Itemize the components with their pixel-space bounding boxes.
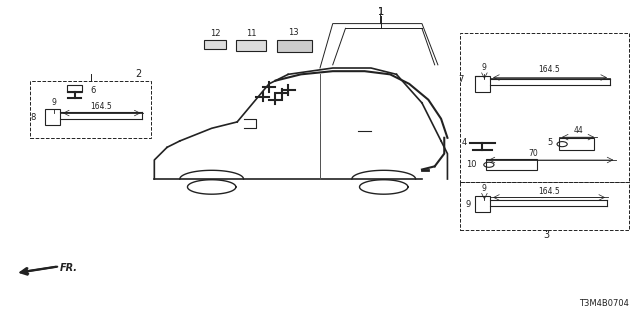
Text: 1: 1 <box>378 6 383 17</box>
Text: 13: 13 <box>289 28 299 37</box>
Text: 164.5: 164.5 <box>538 187 560 196</box>
Text: 44: 44 <box>573 126 583 135</box>
Text: 4: 4 <box>461 138 467 147</box>
Bar <box>30 81 151 138</box>
Text: 5: 5 <box>547 138 552 147</box>
Text: 9: 9 <box>482 63 487 72</box>
Text: 1: 1 <box>378 7 383 18</box>
Text: 9: 9 <box>482 184 487 193</box>
Text: 9: 9 <box>465 200 470 209</box>
Text: 2: 2 <box>135 69 141 79</box>
Bar <box>460 182 629 230</box>
Bar <box>475 76 490 92</box>
Text: 8: 8 <box>31 113 36 122</box>
Bar <box>204 40 227 49</box>
Bar <box>236 40 266 51</box>
Bar <box>67 85 83 92</box>
Bar <box>486 159 537 171</box>
Bar <box>276 40 312 52</box>
Text: 164.5: 164.5 <box>538 65 560 74</box>
Text: 11: 11 <box>246 29 257 38</box>
Text: 9: 9 <box>52 98 57 107</box>
Bar <box>475 196 490 212</box>
Bar <box>559 139 594 150</box>
Text: 7: 7 <box>459 75 464 84</box>
Text: 164.5: 164.5 <box>90 102 112 111</box>
Text: FR.: FR. <box>60 263 78 274</box>
Text: T3M4B0704: T3M4B0704 <box>579 299 629 308</box>
Text: 6: 6 <box>91 86 96 95</box>
Text: 12: 12 <box>210 29 220 38</box>
Text: 10: 10 <box>466 160 476 169</box>
Bar <box>460 33 629 182</box>
Text: 70: 70 <box>529 149 538 158</box>
Bar <box>45 109 60 125</box>
Text: 3: 3 <box>543 229 549 240</box>
